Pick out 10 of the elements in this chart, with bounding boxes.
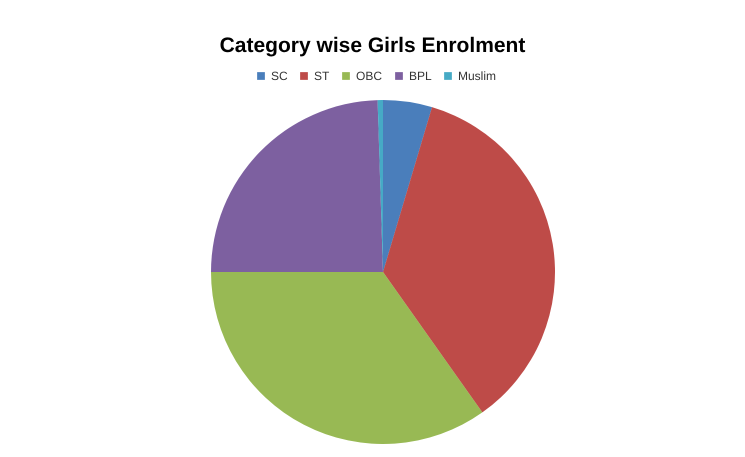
pie-slice [383, 100, 432, 272]
legend-label: BPL [409, 69, 432, 83]
legend-label: Muslim [458, 69, 496, 83]
legend-label: SC [271, 69, 288, 83]
legend-label: OBC [356, 69, 382, 83]
legend-label: ST [314, 69, 330, 83]
pie-slice [211, 272, 482, 444]
chart-title: Category wise Girls Enrolment [220, 34, 526, 57]
pie-slice [383, 107, 555, 412]
pie-slice [211, 100, 383, 272]
